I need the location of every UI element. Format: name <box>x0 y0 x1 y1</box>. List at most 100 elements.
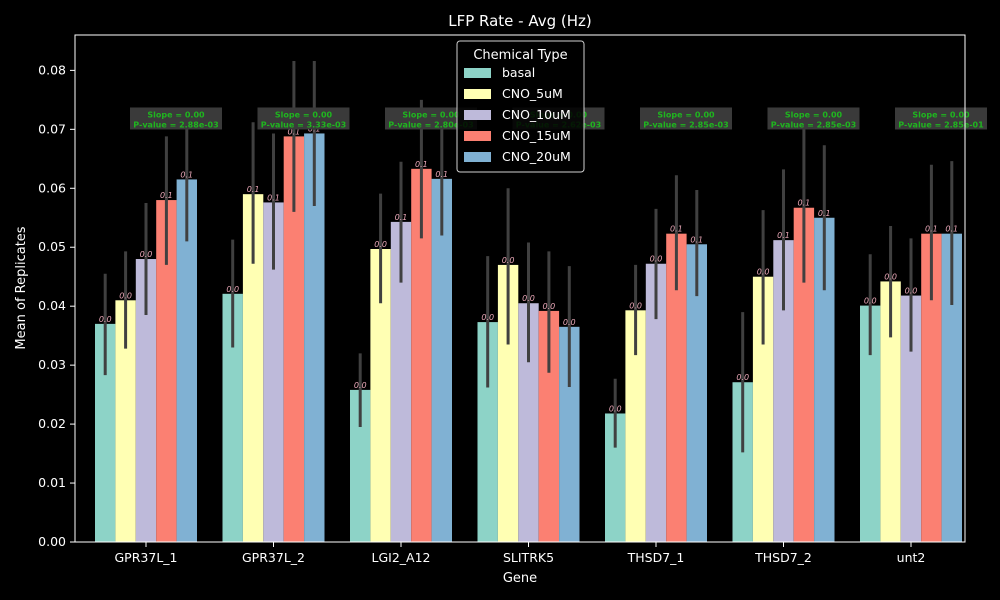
annotation-slope: Slope = 0.00 <box>402 110 460 119</box>
bar-data-label: 0.0 <box>374 240 387 249</box>
bar-data-label: 0.0 <box>629 301 642 310</box>
y-tick-label: 0.07 <box>38 121 66 136</box>
bar <box>686 244 707 542</box>
annotation-box <box>767 107 860 130</box>
legend-swatch <box>464 152 491 162</box>
bar <box>222 293 243 542</box>
bar <box>900 295 922 542</box>
bar <box>283 136 305 542</box>
bar-data-label: 0.0 <box>502 256 515 265</box>
bar <box>921 233 942 542</box>
bar <box>732 382 753 542</box>
bar <box>880 281 901 542</box>
bar-data-label: 0.0 <box>650 255 663 264</box>
bar <box>115 300 136 542</box>
bar <box>860 305 881 542</box>
bar <box>135 259 157 542</box>
bar-data-label: 0.1 <box>435 170 448 179</box>
bar-data-label: 0.1 <box>670 225 683 234</box>
bar-data-label: 0.1 <box>247 185 260 194</box>
x-tick-label: GPR37L_2 <box>242 550 305 565</box>
bar-data-label: 0.1 <box>818 209 831 218</box>
y-tick-label: 0.03 <box>38 357 66 372</box>
bar-data-label: 0.0 <box>140 250 153 259</box>
annotation-box <box>130 107 222 130</box>
annotation-slope: Slope = 0.00 <box>147 110 205 119</box>
bar <box>625 310 646 542</box>
annotation-pvalue: P-value = 2.88e-03 <box>133 120 218 129</box>
bar-data-label: 0.0 <box>905 287 918 296</box>
bar-data-label: 0.0 <box>99 315 112 324</box>
bar-data-label: 0.0 <box>736 373 749 382</box>
bar-data-label: 0.0 <box>522 294 535 303</box>
x-axis-label: Gene <box>503 571 537 586</box>
y-tick-label: 0.00 <box>38 534 66 549</box>
bar-data-label: 0.0 <box>864 297 877 306</box>
annotation-pvalue: P-value = 2.85e-03 <box>643 120 728 129</box>
bar <box>304 133 325 542</box>
bar-data-label: 0.1 <box>945 225 958 234</box>
y-tick-label: 0.04 <box>38 298 66 313</box>
bar-data-label: 0.0 <box>226 285 239 294</box>
x-tick-label: THSD7_1 <box>627 550 685 565</box>
bar-data-label: 0.1 <box>777 231 790 240</box>
bar <box>538 310 560 542</box>
annotation-slope: Slope = 0.00 <box>912 110 970 119</box>
legend-label: basal <box>502 65 535 80</box>
bar-data-label: 0.1 <box>267 193 280 202</box>
bar-data-label: 0.0 <box>119 291 132 300</box>
bar-data-label: 0.1 <box>395 213 408 222</box>
bar-data-label: 0.1 <box>925 225 938 234</box>
bar <box>156 200 177 542</box>
bar-data-label: 0.0 <box>563 318 576 327</box>
bar <box>941 233 962 542</box>
annotation-box <box>640 107 732 130</box>
bar-data-label: 0.0 <box>609 404 622 413</box>
bar <box>605 413 626 542</box>
legend-label: CNO_15uM <box>502 128 571 143</box>
bar-data-label: 0.0 <box>757 268 770 277</box>
annotation-pvalue: P-value = 3.33e-03 <box>261 120 346 129</box>
plot-area: 0.00 0.01 0.02 0.03 0.04 0.05 0.06 0.07 0.08 0.0 0… <box>38 60 987 565</box>
y-tick-label: 0.08 <box>38 62 66 77</box>
legend-label: CNO_10uM <box>502 107 571 122</box>
legend-swatch <box>464 131 491 141</box>
x-tick-label: THSD7_2 <box>754 550 812 565</box>
y-tick-label: 0.01 <box>38 475 66 490</box>
bar-data-label: 0.1 <box>288 127 301 136</box>
legend-title: Chemical Type <box>473 48 567 63</box>
bar-data-label: 0.0 <box>481 313 494 322</box>
y-tick-label: 0.05 <box>38 239 66 254</box>
x-tick-label: SLITRK5 <box>503 550 554 565</box>
chart-title: LFP Rate - Avg (Hz) <box>448 12 592 30</box>
bar <box>666 233 687 542</box>
legend-label: CNO_20uM <box>502 149 571 164</box>
legend: Chemical Type basal CNO_5uM CNO_10uM CNO_15u… <box>456 40 585 173</box>
annotation-slope: Slope = 0.00 <box>275 110 333 119</box>
annotation-pvalue: P-value = 2.80e-03 <box>388 120 473 129</box>
bar <box>559 326 580 542</box>
bar <box>814 217 835 543</box>
bar-data-label: 0.0 <box>884 272 897 281</box>
bar <box>263 202 284 542</box>
bar-data-label: 0.1 <box>415 160 428 169</box>
bar <box>497 264 519 542</box>
bar <box>477 322 498 542</box>
bar-data-label: 0.1 <box>160 191 173 200</box>
legend-swatch <box>464 68 491 78</box>
bar <box>431 178 452 543</box>
bar <box>370 249 391 542</box>
legend-swatch <box>464 110 491 120</box>
bar-data-label: 0.0 <box>543 302 556 311</box>
x-tick-label: GPR37L_1 <box>115 550 178 565</box>
annotation-slope: Slope = 0.00 <box>785 110 843 119</box>
bar <box>350 389 371 542</box>
bar <box>793 207 815 543</box>
bar <box>242 194 264 542</box>
annotation-pvalue: P-value = 2.85e-03 <box>771 120 856 129</box>
y-tick-label: 0.06 <box>38 180 66 195</box>
y-axis-label: Mean of Replicates <box>14 226 29 349</box>
bar-data-label: 0.1 <box>690 235 703 244</box>
bar <box>773 240 794 542</box>
